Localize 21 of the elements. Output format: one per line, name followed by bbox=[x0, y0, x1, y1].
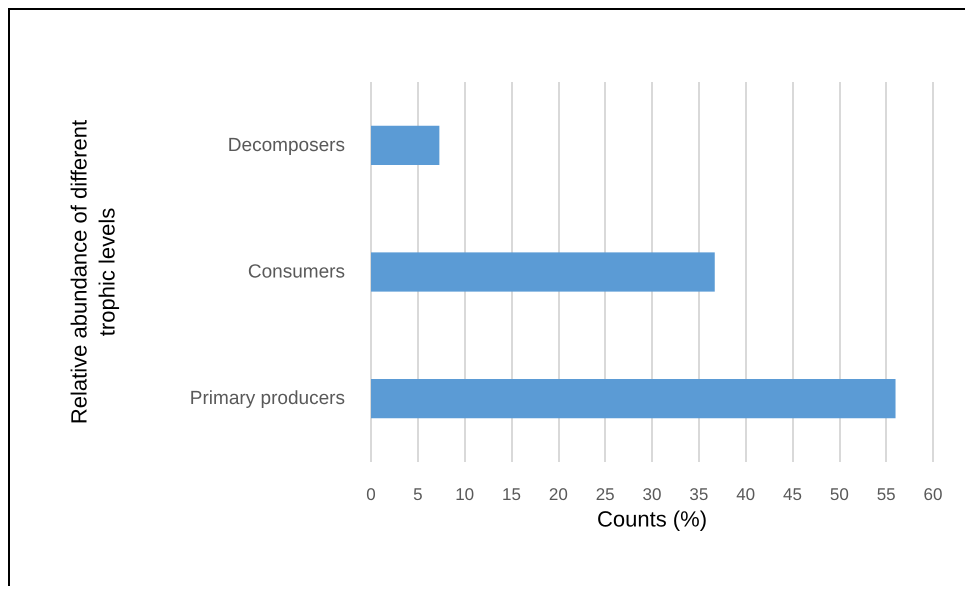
y-tick-label: Primary producers bbox=[190, 388, 345, 410]
bar bbox=[371, 252, 715, 292]
x-tick-label: 35 bbox=[689, 485, 708, 504]
x-tick-label: 20 bbox=[548, 485, 568, 504]
y-tick-label: Consumers bbox=[248, 262, 345, 282]
x-tick-label: 25 bbox=[596, 485, 615, 504]
x-tick-label: 60 bbox=[924, 485, 942, 504]
bar bbox=[371, 126, 440, 165]
x-tick-label: 15 bbox=[502, 485, 521, 504]
y-tick-label: Decomposers bbox=[228, 134, 345, 156]
x-tick-label: 40 bbox=[736, 485, 756, 504]
x-tick-label: 30 bbox=[642, 485, 662, 504]
x-tick-label: 55 bbox=[876, 485, 896, 504]
x-tick-label: 0 bbox=[366, 485, 376, 504]
x-tick-label: 5 bbox=[413, 485, 423, 504]
x-tick-label: 10 bbox=[455, 485, 474, 504]
x-axis-title: Counts (%) bbox=[596, 506, 708, 532]
x-tick-label: 45 bbox=[783, 485, 802, 504]
x-tick-label: 50 bbox=[830, 485, 849, 504]
bar bbox=[371, 379, 896, 418]
y-axis-title: Relative abundance of different trophic levels bbox=[66, 120, 120, 424]
